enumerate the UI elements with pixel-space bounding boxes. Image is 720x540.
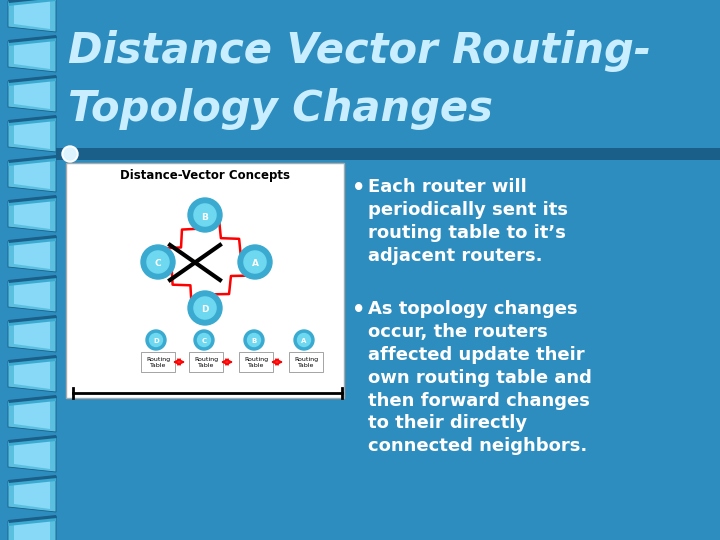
Circle shape [244, 251, 266, 273]
Circle shape [64, 148, 76, 160]
Polygon shape [8, 75, 57, 83]
Polygon shape [14, 279, 50, 309]
Polygon shape [14, 399, 50, 429]
Polygon shape [14, 479, 50, 509]
Circle shape [188, 291, 222, 325]
Polygon shape [8, 436, 56, 446]
Polygon shape [8, 0, 56, 32]
Polygon shape [8, 236, 56, 272]
Polygon shape [8, 355, 57, 363]
Polygon shape [14, 79, 50, 109]
Text: •: • [352, 178, 365, 198]
Polygon shape [8, 516, 56, 526]
Polygon shape [8, 276, 56, 286]
Polygon shape [8, 236, 56, 246]
Polygon shape [8, 0, 57, 3]
Polygon shape [14, 119, 50, 149]
Text: B: B [251, 338, 256, 344]
Polygon shape [8, 356, 56, 392]
Circle shape [62, 146, 78, 162]
Polygon shape [8, 476, 56, 486]
Circle shape [294, 330, 314, 350]
FancyBboxPatch shape [141, 352, 175, 372]
Polygon shape [8, 316, 56, 326]
Polygon shape [8, 156, 56, 166]
Polygon shape [8, 156, 56, 192]
Polygon shape [8, 435, 57, 443]
FancyBboxPatch shape [66, 163, 344, 398]
Polygon shape [8, 515, 57, 523]
Polygon shape [8, 436, 56, 472]
Circle shape [146, 330, 166, 350]
Polygon shape [14, 199, 50, 229]
Polygon shape [14, 159, 50, 189]
Text: Each router will
periodically sent its
routing table to it’s
adjacent routers.: Each router will periodically sent its r… [368, 178, 568, 265]
Circle shape [244, 330, 264, 350]
Text: C: C [202, 338, 207, 344]
Polygon shape [8, 276, 56, 312]
Polygon shape [8, 235, 57, 243]
Polygon shape [8, 516, 56, 540]
Polygon shape [14, 359, 50, 389]
Text: Routing
Table: Routing Table [244, 357, 268, 368]
Text: Topology Changes: Topology Changes [68, 88, 493, 130]
Text: B: B [202, 213, 208, 221]
Polygon shape [8, 76, 56, 112]
Polygon shape [8, 315, 57, 323]
Text: Routing
Table: Routing Table [194, 357, 218, 368]
Text: C: C [155, 260, 161, 268]
FancyBboxPatch shape [239, 352, 273, 372]
Polygon shape [8, 195, 57, 203]
Polygon shape [8, 196, 56, 232]
Polygon shape [8, 396, 56, 406]
Text: •: • [352, 300, 365, 320]
Polygon shape [8, 116, 56, 152]
Polygon shape [8, 116, 56, 126]
Text: D: D [153, 338, 159, 344]
Text: Routing
Table: Routing Table [294, 357, 318, 368]
Polygon shape [8, 275, 57, 283]
Circle shape [147, 251, 169, 273]
Polygon shape [8, 476, 56, 512]
Polygon shape [8, 396, 56, 432]
Polygon shape [14, 239, 50, 269]
Polygon shape [8, 76, 56, 86]
Polygon shape [8, 316, 56, 352]
Polygon shape [8, 395, 57, 403]
Text: D: D [202, 306, 209, 314]
FancyBboxPatch shape [189, 352, 223, 372]
Circle shape [194, 330, 214, 350]
Text: A: A [251, 260, 258, 268]
Circle shape [248, 334, 261, 347]
Polygon shape [8, 475, 57, 483]
Text: Routing
Table: Routing Table [146, 357, 170, 368]
Text: Distance-Vector Concepts: Distance-Vector Concepts [120, 169, 290, 182]
Polygon shape [14, 0, 50, 29]
Polygon shape [8, 36, 56, 46]
Polygon shape [14, 439, 50, 469]
Polygon shape [14, 39, 50, 69]
Polygon shape [8, 36, 56, 72]
Circle shape [194, 297, 216, 319]
Circle shape [150, 334, 163, 347]
Circle shape [197, 334, 210, 347]
Polygon shape [14, 519, 50, 540]
FancyBboxPatch shape [56, 148, 720, 160]
Circle shape [194, 204, 216, 226]
Polygon shape [8, 0, 56, 6]
Circle shape [141, 245, 175, 279]
Circle shape [297, 334, 310, 347]
Polygon shape [8, 155, 57, 163]
Text: As topology changes
occur, the routers
affected update their
own routing table a: As topology changes occur, the routers a… [368, 300, 592, 455]
Text: A: A [301, 338, 307, 344]
Polygon shape [8, 35, 57, 43]
Polygon shape [8, 356, 56, 366]
FancyBboxPatch shape [289, 352, 323, 372]
Polygon shape [14, 319, 50, 349]
Circle shape [238, 245, 272, 279]
Polygon shape [8, 196, 56, 206]
Circle shape [188, 198, 222, 232]
Polygon shape [8, 115, 57, 123]
Text: Distance Vector Routing-: Distance Vector Routing- [68, 30, 651, 72]
